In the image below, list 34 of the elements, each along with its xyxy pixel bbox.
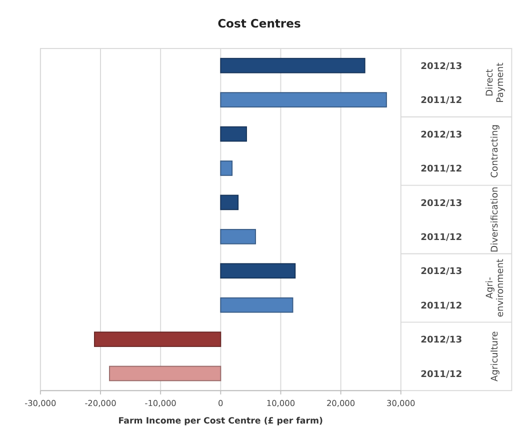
y-tick-label: 2011/12 [420,233,462,244]
y-tick-label: 2012/13 [420,267,462,278]
x-axis-title: Farm Income per Cost Centre (£ per farm) [118,416,324,426]
bar [220,58,366,74]
bar [220,194,239,210]
x-tick-label: 20,000 [326,398,356,408]
bar [109,366,222,382]
x-tick-label: -30,000 [24,398,56,408]
x-tick-label: 30,000 [386,398,416,408]
text: Agriculture [490,330,501,382]
bar [220,126,247,142]
x-tick-label: -10,000 [144,398,176,408]
bar [94,332,222,347]
y-tick-label: 2012/13 [420,336,462,346]
y-tick-label: 2012/13 [420,62,462,72]
x-tick-label: 10,000 [266,398,296,408]
text: Contracting [490,124,501,178]
bar [220,160,233,176]
y-tick-label: 2011/12 [420,301,462,312]
y-tick-label: 2011/12 [420,96,462,106]
y-tick-label: 2012/13 [420,130,462,140]
bar [220,92,387,108]
text: Agri- environment [485,258,506,318]
y-tick-label: 2011/12 [420,164,462,175]
y-tick-label: 2011/12 [420,370,462,380]
y-tick-label: 2012/13 [420,198,462,209]
x-tick-label: 0 [218,398,224,408]
x-tick-label: -20,000 [84,398,116,408]
bar [220,297,294,313]
bar [220,228,256,244]
bar [220,263,296,279]
text: Direct Payment [485,62,506,103]
chart-title: Cost Centres [218,16,301,30]
text: Diversification [490,186,501,252]
